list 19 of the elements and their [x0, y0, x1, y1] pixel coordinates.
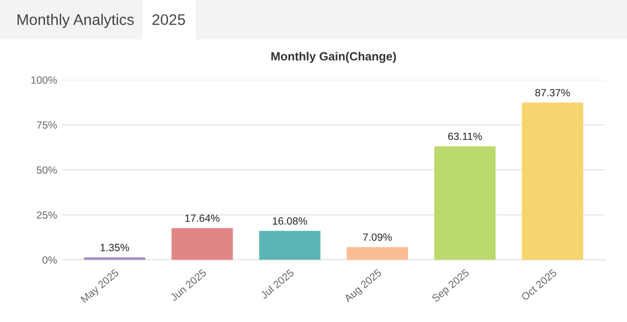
data-label: 16.08% [272, 217, 308, 225]
chart-title: Monthly Gain(Change) [271, 52, 396, 63]
text: Monthly Analytics [18, 14, 134, 28]
y-tick-label: 50% [36, 166, 57, 174]
data-label: 63.11% [448, 132, 482, 140]
data-label: 7.09% [363, 233, 392, 241]
data-label: 17.64% [185, 214, 220, 222]
y-tick-label: 100% [31, 76, 57, 84]
bar [172, 228, 233, 260]
data-label: 1.35% [100, 244, 130, 252]
bar [522, 102, 584, 260]
bar [259, 230, 320, 260]
y-tick-label: 0% [42, 256, 57, 264]
y-tick-label: 75% [36, 121, 57, 129]
y-tick-label: 25% [36, 211, 57, 219]
bar [434, 146, 496, 260]
text: 2025 [152, 14, 186, 26]
data-label: 87.37% [535, 88, 570, 96]
bar [346, 247, 408, 260]
